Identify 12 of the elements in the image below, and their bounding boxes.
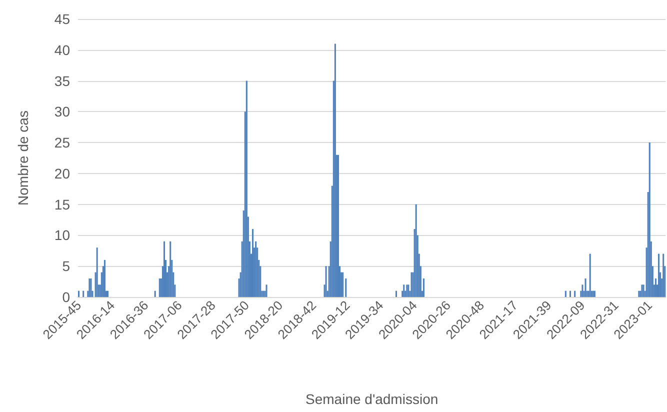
y-tick-label: 35 <box>54 72 70 89</box>
y-tick-label: 40 <box>54 42 70 58</box>
y-axis-title: Nombre de cas <box>15 110 31 206</box>
y-tick-label: 15 <box>54 196 70 212</box>
x-axis-title: Semaine d'admission <box>306 391 438 407</box>
y-tick-label: 45 <box>54 11 70 27</box>
y-tick-label: 5 <box>62 258 70 274</box>
y-tick-label: 25 <box>54 134 70 151</box>
y-tick-label: 10 <box>54 227 70 244</box>
y-tick-label: 0 <box>62 289 70 305</box>
y-tick-label: 30 <box>54 104 70 120</box>
y-tick-label: 20 <box>54 165 70 182</box>
